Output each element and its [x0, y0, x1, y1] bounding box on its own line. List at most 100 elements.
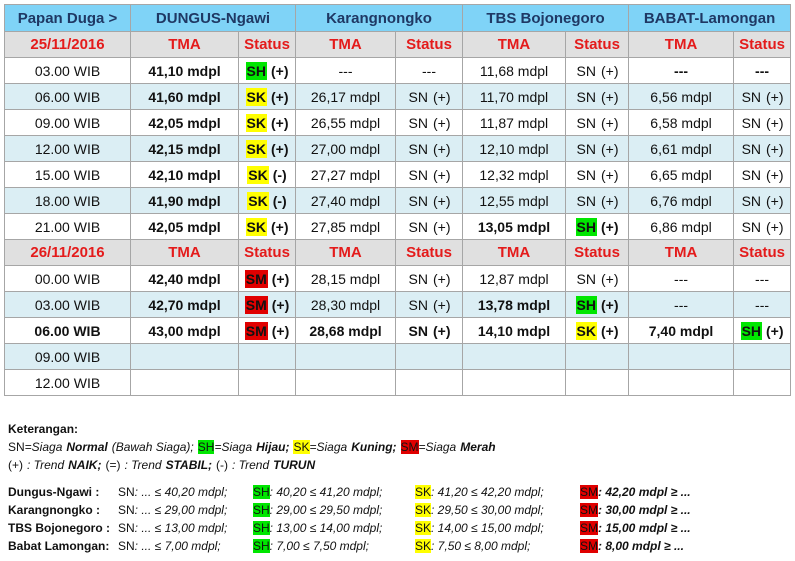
empty-cell [628, 369, 735, 396]
data-row: 21.00 WIB 42,05 mdpl SK (+) 27,85 mdpl SN (+) 1… [4, 213, 792, 240]
time-cell: 03.00 WIB [4, 291, 131, 318]
trend: (+) [432, 192, 451, 209]
status-code: SN [741, 192, 762, 209]
status-code: SH [245, 61, 267, 80]
cell: 14,10 mdpl [462, 317, 567, 344]
status-cell: SN (+) [395, 83, 464, 110]
trend-item: (=): Trend STABIL; [105, 458, 212, 472]
header-cell: TBS Bojonegoro [462, 4, 630, 32]
code: SN [118, 521, 135, 535]
threshold-text: : 41,20 ≤ 42,20 mdpl; [431, 485, 544, 499]
cell: 27,85 mdpl [295, 213, 397, 240]
status-cell: SN (+) [733, 213, 792, 240]
trend: (+) [270, 218, 289, 235]
data-row: 03.00 WIB 41,10 mdpl SH (+) --- --- 11,68 mdpl… [4, 57, 792, 84]
column-label: TMA [130, 31, 239, 58]
threshold: SK: 41,20 ≤ 42,20 mdpl; [415, 483, 544, 501]
status-code: SK [247, 165, 269, 184]
status-cell: SN (+) [565, 265, 630, 292]
trend: (+) [601, 166, 619, 183]
code: SN [118, 503, 135, 517]
cell: 13,05 mdpl [462, 213, 567, 240]
trend: (+) [766, 114, 784, 131]
status-code: SK [245, 87, 267, 106]
legend: Keterangan: SN=Siaga Normal (Bawah Siaga); S… [8, 420, 691, 555]
code: SH [253, 485, 270, 499]
trend: (+) [601, 270, 619, 287]
column-label: TMA [628, 239, 735, 266]
status-code: SN [576, 114, 596, 131]
code: SK [415, 485, 432, 499]
threshold: SN: ... ≤ 7,00 mdpl; [118, 537, 221, 555]
data-row: 06.00 WIB 43,00 mdpl SM (+) 28,68 mdpl SN (+) 1… [4, 317, 792, 344]
time-cell: 06.00 WIB [4, 83, 131, 110]
threshold-text: : ... ≤ 13,00 mdpl; [134, 521, 228, 535]
trend: (+) [270, 140, 289, 157]
cell: 11,68 mdpl [462, 57, 567, 84]
column-label: Status [565, 31, 630, 58]
cell: 6,58 mdpl [628, 109, 735, 136]
cell: --- [733, 291, 792, 318]
trend: (+) [432, 296, 451, 313]
status-code: SK [245, 113, 267, 132]
cell: 28,68 mdpl [295, 317, 397, 344]
trend: (+) [601, 218, 619, 235]
water-level-table: Papan Duga > DUNGUS-Ngawi Karangnongko TBS … [4, 4, 792, 396]
trend: (+) [432, 218, 451, 235]
trend-emph: NAIK; [68, 458, 102, 472]
column-label: TMA [295, 239, 397, 266]
time-cell: 00.00 WIB [4, 265, 131, 292]
cell: 26,17 mdpl [295, 83, 397, 110]
code-label: =Siaga [309, 440, 348, 454]
status-cell: SN (+) [395, 291, 464, 318]
trend: (+) [271, 270, 290, 287]
trend: (+) [432, 166, 451, 183]
trend: (+) [432, 114, 451, 131]
time-cell: 12.00 WIB [4, 135, 131, 162]
column-label: Status [237, 239, 297, 266]
status-code: SK [247, 191, 269, 210]
empty-cell [237, 369, 297, 396]
status-cell: SM (+) [237, 291, 297, 318]
status-cell: SN (+) [395, 161, 464, 188]
status-code: SH [740, 321, 763, 340]
status-code: SH [575, 217, 597, 236]
trend: (+) [601, 62, 619, 79]
status-cell: SN (+) [565, 187, 630, 214]
status-code: SH [575, 295, 597, 314]
status-code: SN [408, 296, 428, 313]
status-cell: SN (+) [733, 135, 792, 162]
trend: (+) [432, 270, 451, 287]
code: SM [580, 485, 598, 499]
threshold: SM: 15,00 mdpl ≥ ... [580, 519, 691, 537]
code: SH [253, 539, 270, 553]
status-code: SN [741, 114, 762, 131]
data-row: 12.00 WIB 42,15 mdpl SK (+) 27,00 mdpl SN (+) 1… [4, 135, 792, 162]
column-label: Status [237, 31, 297, 58]
code: SH [197, 440, 215, 454]
status-code: SK [245, 217, 267, 236]
status-cell: SN (+) [733, 83, 792, 110]
trend: (+) [432, 88, 451, 105]
status-code: SN [576, 192, 596, 209]
threshold: SK: 14,00 ≤ 15,00 mdpl; [415, 519, 544, 537]
code: SN [8, 440, 25, 454]
status-cell: SM (+) [237, 317, 297, 344]
cell: 42,70 mdpl [130, 291, 239, 318]
threshold-text: : 30,00 mdpl ≥ ... [598, 503, 691, 517]
code-label: =Siaga [418, 440, 457, 454]
time-cell: 15.00 WIB [4, 161, 131, 188]
status-code: SN [408, 88, 428, 105]
status-code: SN [576, 270, 596, 287]
status-code: SN [576, 140, 596, 157]
status-code: SN [741, 140, 762, 157]
cell: --- [295, 57, 397, 84]
cell: 12,32 mdpl [462, 161, 567, 188]
trend: (+) [271, 322, 290, 339]
cell: 27,40 mdpl [295, 187, 397, 214]
status-code: SN [408, 140, 428, 157]
status-code: SM [244, 321, 268, 340]
empty-cell [565, 343, 630, 370]
threshold-text: : 13,00 ≤ 14,00 mdpl; [269, 521, 383, 535]
